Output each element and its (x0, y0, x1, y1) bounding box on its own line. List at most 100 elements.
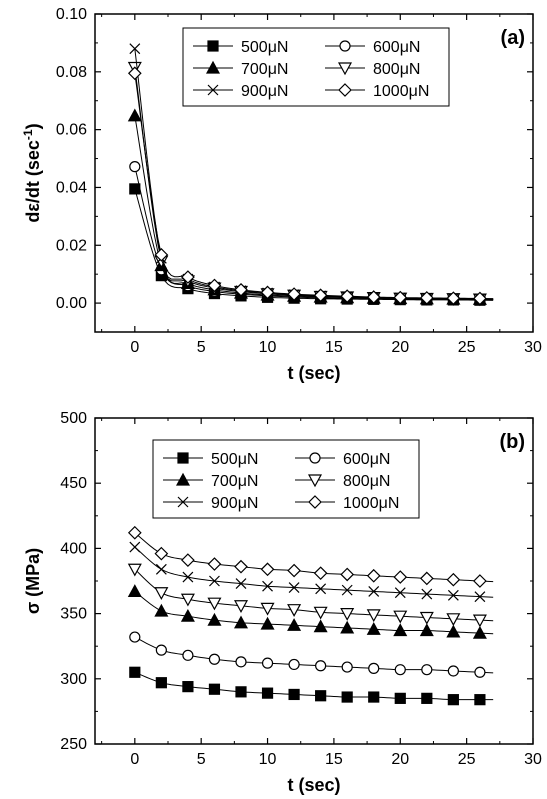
x-axis-label: t (sec) (287, 363, 340, 383)
data-point (127, 563, 142, 577)
legend-marker (177, 452, 189, 464)
data-point (209, 575, 220, 587)
x-tick-label: 25 (458, 339, 476, 356)
panel-label: (b) (499, 431, 525, 453)
series-line (134, 568, 494, 622)
data-point (447, 694, 459, 706)
data-point (154, 587, 169, 600)
data-point (129, 541, 141, 553)
data-point (233, 600, 249, 614)
legend: 500μN 600μN 700μN 800μN 900μN 1000μN (182, 27, 450, 107)
y-tick-label: 0.02 (56, 237, 87, 254)
data-point (287, 563, 301, 578)
data-point (287, 287, 301, 301)
plot-frame (94, 13, 534, 333)
legend-frame (182, 27, 450, 107)
y-tick-label: 0.00 (56, 295, 87, 312)
data-point (340, 620, 355, 634)
y-tick-label: 500 (60, 410, 87, 427)
legend-item-600-n: 600μN (325, 39, 420, 56)
legend-label: 600μN (343, 451, 390, 468)
data-point (235, 578, 247, 590)
x-tick-label: 15 (325, 751, 343, 768)
legend-label: 500μN (211, 451, 258, 468)
data-point (419, 623, 434, 637)
y-tick-label: 0.10 (56, 6, 87, 23)
legend-item-1000-n: 1000μN (325, 83, 429, 100)
data-point (315, 660, 327, 672)
data-point (472, 614, 487, 628)
data-point (474, 591, 486, 603)
data-point (181, 553, 195, 567)
legend-item-900-n: 900μN (193, 83, 288, 100)
legend-item-700-n: 700μN (163, 472, 258, 490)
data-point (182, 571, 194, 583)
data-point (446, 624, 461, 638)
data-point (260, 562, 275, 577)
data-point (262, 580, 273, 592)
data-point (234, 559, 248, 574)
data-point (341, 691, 353, 703)
data-point (207, 597, 222, 611)
data-point (419, 571, 434, 586)
data-point (261, 687, 274, 699)
x-tick-label: 30 (524, 751, 542, 768)
data-point (154, 546, 169, 561)
data-point (368, 662, 380, 674)
x-axis-label: t (sec) (287, 775, 340, 795)
series-900-n (129, 541, 494, 603)
y-tick-label: 350 (60, 606, 87, 623)
x-tick-label: 5 (197, 751, 206, 768)
data-point (261, 657, 274, 669)
data-point (473, 291, 487, 306)
data-point (368, 586, 380, 597)
data-point (129, 43, 141, 55)
x-tick-label: 25 (458, 751, 476, 768)
data-point (129, 666, 141, 678)
legend-label: 700μN (211, 473, 258, 490)
data-point (260, 285, 275, 300)
data-point (127, 108, 142, 122)
x-tick-label: 5 (197, 339, 206, 356)
legend-item-800-n: 800μN (325, 61, 420, 78)
data-point (207, 557, 222, 571)
x-tick-label: 10 (259, 751, 277, 768)
data-point (341, 584, 353, 596)
legend-frame (152, 439, 420, 519)
data-point (155, 677, 167, 689)
data-point (366, 621, 381, 635)
y-tick-label: 0.06 (56, 122, 87, 139)
legend-item-900-n: 900μN (163, 495, 258, 512)
data-point (313, 288, 328, 303)
legend-marker (177, 496, 189, 508)
y-tick-label: 450 (60, 475, 87, 492)
data-point (366, 568, 381, 583)
y-axis-label: σ (MPa) (23, 548, 43, 614)
series-700-n (127, 584, 494, 639)
data-point (127, 584, 142, 598)
data-point (315, 690, 327, 702)
legend-item-600-n: 600μN (295, 451, 390, 468)
legend-marker (205, 60, 221, 74)
x-tick-label: 30 (524, 339, 542, 356)
legend-label: 500μN (241, 39, 288, 56)
y-tick-label: 0.04 (56, 179, 87, 196)
data-point (208, 683, 221, 695)
data-point (419, 291, 434, 305)
legend-label: 700μN (241, 61, 288, 78)
data-point (180, 593, 195, 607)
data-point (366, 609, 381, 623)
legend-marker (175, 472, 191, 486)
legend-label: 600μN (373, 39, 420, 56)
legend-marker (309, 452, 321, 464)
data-point (154, 247, 169, 262)
data-point (313, 606, 328, 620)
legend-marker (338, 83, 352, 97)
data-point (260, 602, 275, 616)
data-point (393, 290, 408, 305)
data-point (315, 583, 327, 595)
data-point (129, 161, 141, 173)
data-point (419, 611, 434, 625)
data-point (155, 563, 167, 575)
panel-b-chart: 0 5 10 15 20 25 30 250 300 350 400 450 500 t (sec) σ (… (23, 410, 542, 795)
